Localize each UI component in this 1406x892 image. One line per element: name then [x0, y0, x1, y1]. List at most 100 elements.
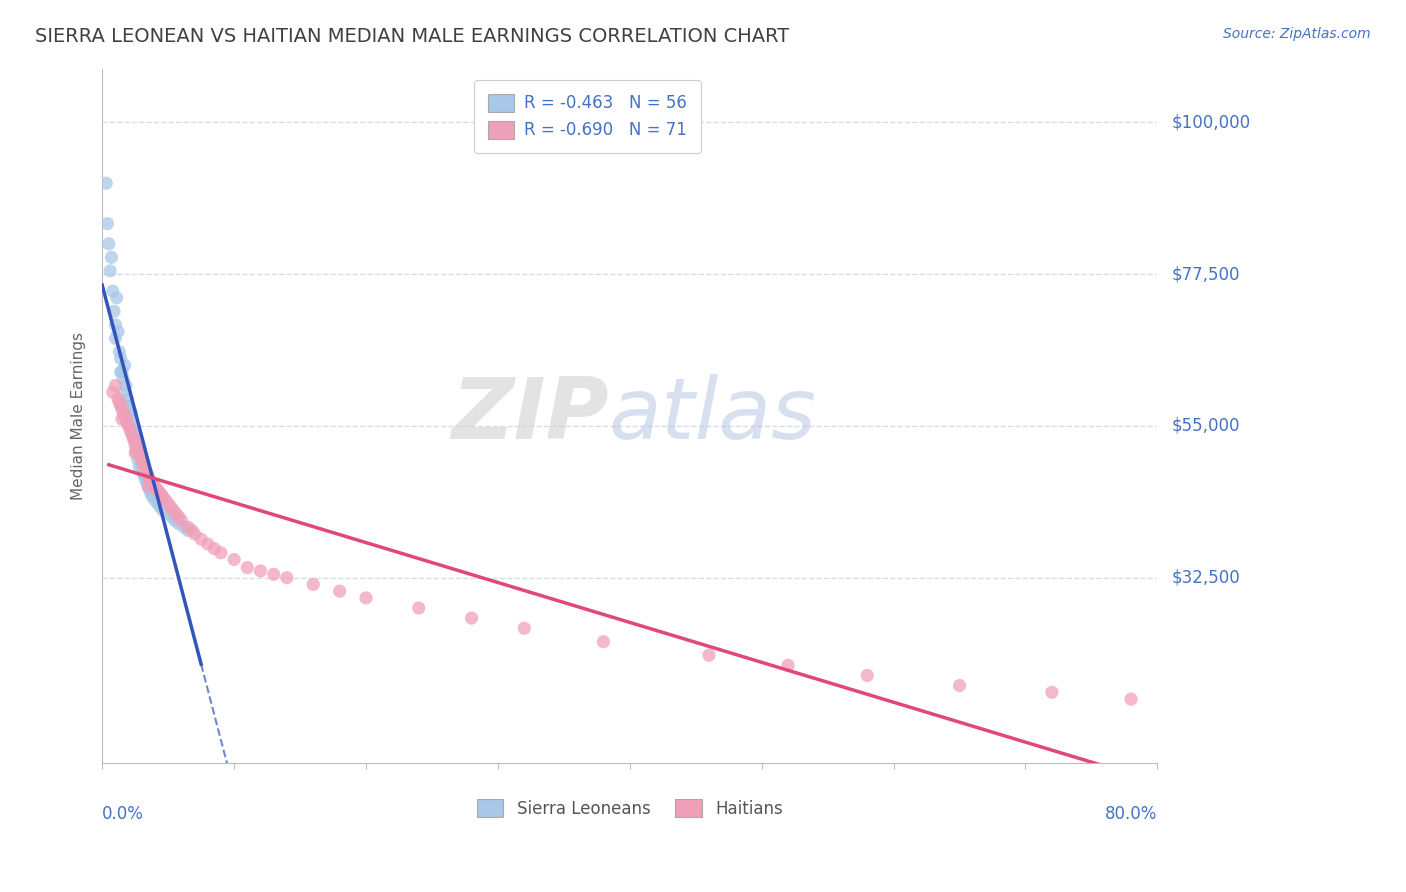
- Point: [101, 385, 124, 400]
- Point: [120, 419, 142, 434]
- Text: Source: ZipAtlas.com: Source: ZipAtlas.com: [1223, 27, 1371, 41]
- Point: [778, 658, 800, 673]
- Point: [1119, 692, 1142, 706]
- Point: [101, 284, 124, 298]
- Point: [138, 480, 160, 494]
- Point: [124, 435, 146, 450]
- Point: [111, 365, 134, 379]
- Point: [110, 365, 132, 379]
- Point: [329, 584, 352, 599]
- Point: [117, 419, 139, 434]
- Point: [100, 251, 122, 265]
- Point: [148, 485, 170, 500]
- Point: [124, 446, 146, 460]
- Point: [263, 567, 285, 582]
- Point: [146, 483, 169, 497]
- Point: [105, 291, 128, 305]
- Point: [97, 236, 120, 251]
- Text: $32,500: $32,500: [1171, 569, 1240, 587]
- Point: [132, 466, 155, 480]
- Point: [143, 493, 166, 508]
- Point: [157, 496, 180, 510]
- Point: [118, 412, 141, 426]
- Point: [139, 475, 162, 489]
- Point: [125, 439, 148, 453]
- Point: [134, 469, 156, 483]
- Text: $55,000: $55,000: [1171, 417, 1240, 435]
- Point: [122, 433, 145, 447]
- Point: [276, 571, 298, 585]
- Point: [152, 490, 174, 504]
- Text: $77,500: $77,500: [1171, 265, 1240, 283]
- Point: [948, 679, 970, 693]
- Point: [120, 405, 142, 419]
- Text: atlas: atlas: [609, 375, 817, 458]
- Point: [177, 520, 200, 534]
- Point: [138, 473, 160, 487]
- Point: [122, 419, 145, 434]
- Point: [177, 524, 200, 538]
- Point: [115, 378, 138, 392]
- Point: [128, 446, 150, 460]
- Point: [167, 510, 190, 524]
- Point: [460, 611, 482, 625]
- Point: [145, 482, 167, 496]
- Point: [112, 405, 135, 419]
- Point: [111, 412, 134, 426]
- Point: [125, 446, 148, 460]
- Point: [138, 469, 160, 483]
- Point: [249, 564, 271, 578]
- Point: [236, 560, 259, 574]
- Point: [697, 648, 720, 663]
- Point: [139, 486, 162, 500]
- Point: [121, 429, 143, 443]
- Point: [408, 601, 430, 615]
- Point: [128, 446, 150, 460]
- Point: [114, 358, 136, 372]
- Point: [157, 507, 180, 521]
- Point: [117, 416, 139, 430]
- Point: [149, 500, 172, 514]
- Point: [127, 439, 149, 453]
- Point: [96, 176, 118, 190]
- Point: [127, 452, 149, 467]
- Text: 0.0%: 0.0%: [103, 805, 143, 822]
- Point: [141, 490, 163, 504]
- Point: [197, 537, 219, 551]
- Point: [121, 425, 143, 440]
- Point: [120, 425, 142, 440]
- Point: [98, 264, 121, 278]
- Point: [592, 634, 614, 648]
- Point: [209, 546, 232, 560]
- Point: [138, 480, 160, 494]
- Point: [146, 496, 169, 510]
- Point: [96, 217, 118, 231]
- Point: [159, 500, 181, 514]
- Point: [170, 513, 193, 527]
- Point: [108, 344, 131, 359]
- Text: $100,000: $100,000: [1171, 113, 1250, 131]
- Point: [124, 439, 146, 453]
- Point: [302, 577, 325, 591]
- Point: [117, 399, 139, 413]
- Point: [136, 476, 159, 491]
- Point: [131, 452, 153, 467]
- Point: [136, 466, 159, 480]
- Point: [107, 392, 129, 406]
- Point: [114, 385, 136, 400]
- Point: [117, 399, 139, 413]
- Point: [124, 425, 146, 440]
- Point: [132, 456, 155, 470]
- Point: [180, 524, 202, 538]
- Point: [163, 513, 186, 527]
- Point: [122, 433, 145, 447]
- Point: [112, 372, 135, 386]
- Point: [127, 442, 149, 457]
- Point: [354, 591, 377, 605]
- Point: [138, 480, 160, 494]
- Point: [131, 459, 153, 474]
- Point: [152, 503, 174, 517]
- Point: [134, 459, 156, 474]
- Point: [108, 395, 131, 409]
- Point: [138, 483, 160, 497]
